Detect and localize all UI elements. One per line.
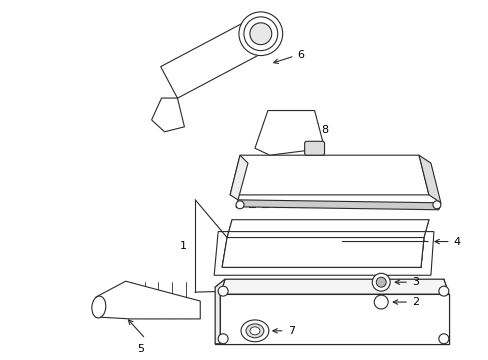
Text: 5: 5 — [137, 344, 144, 354]
Ellipse shape — [241, 320, 268, 342]
Circle shape — [218, 334, 227, 344]
Circle shape — [249, 23, 271, 45]
Circle shape — [438, 286, 448, 296]
Text: 3: 3 — [411, 277, 418, 287]
Circle shape — [432, 201, 440, 209]
Text: 1: 1 — [180, 241, 187, 251]
Polygon shape — [222, 238, 423, 267]
Polygon shape — [96, 281, 200, 319]
Polygon shape — [161, 18, 269, 98]
Polygon shape — [236, 200, 440, 210]
Circle shape — [375, 277, 386, 287]
Polygon shape — [151, 98, 184, 132]
Polygon shape — [230, 155, 428, 195]
Polygon shape — [230, 155, 247, 200]
Circle shape — [438, 334, 448, 344]
Circle shape — [373, 295, 387, 309]
Ellipse shape — [249, 327, 260, 335]
Text: 7: 7 — [287, 326, 294, 336]
FancyBboxPatch shape — [304, 141, 324, 155]
Polygon shape — [254, 111, 324, 155]
Text: 6: 6 — [297, 50, 304, 60]
Polygon shape — [418, 155, 440, 203]
Polygon shape — [215, 279, 224, 344]
Polygon shape — [226, 220, 428, 238]
Text: 4: 4 — [453, 237, 460, 247]
Text: 2: 2 — [411, 297, 418, 307]
Circle shape — [236, 201, 244, 209]
Polygon shape — [220, 294, 448, 344]
Ellipse shape — [245, 324, 264, 338]
Polygon shape — [220, 279, 448, 294]
Circle shape — [244, 17, 277, 51]
Circle shape — [239, 12, 282, 55]
Text: 8: 8 — [321, 125, 328, 135]
Ellipse shape — [92, 296, 105, 318]
Circle shape — [371, 273, 389, 291]
Circle shape — [218, 286, 227, 296]
